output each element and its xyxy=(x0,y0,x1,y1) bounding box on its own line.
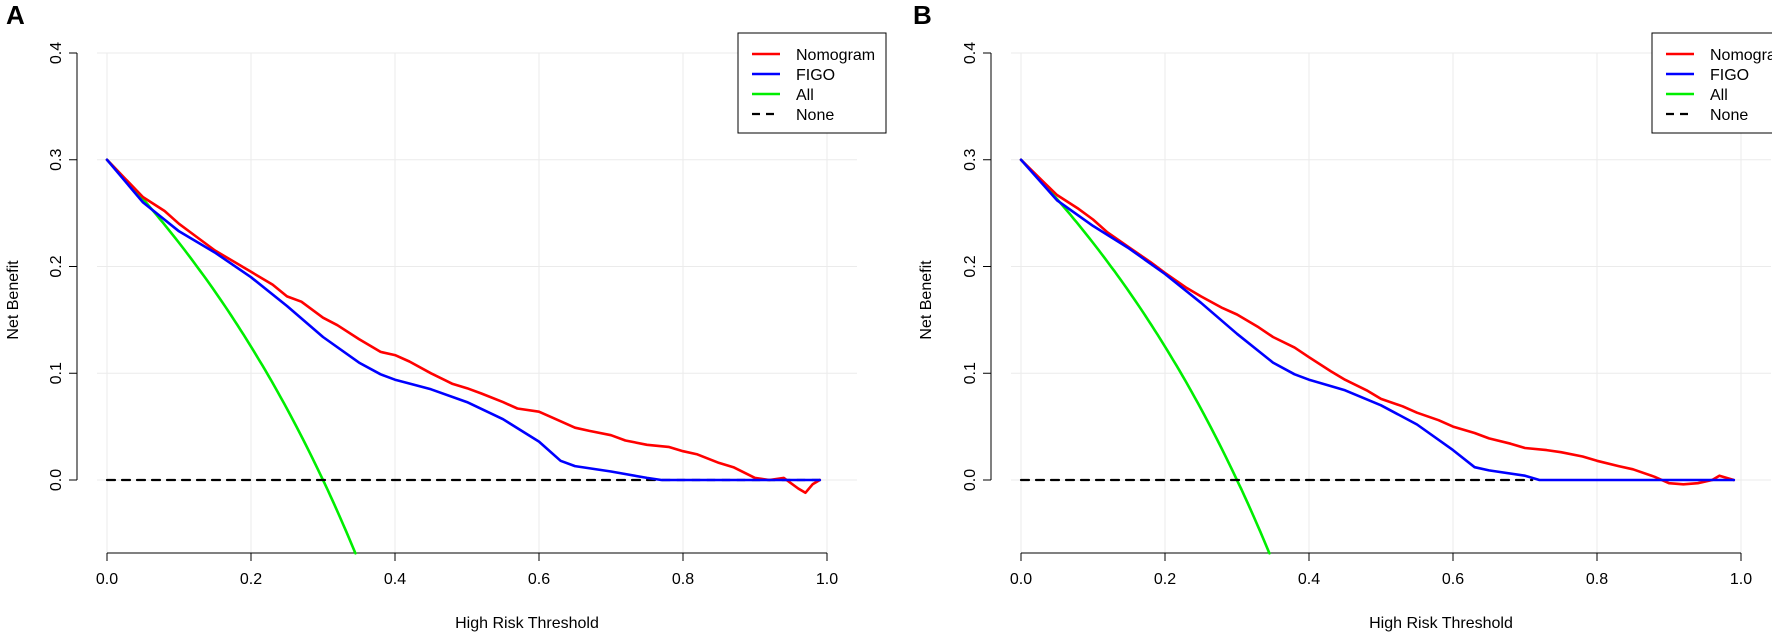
legend-label-all: All xyxy=(1710,87,1728,104)
legend-label-figo: FIGO xyxy=(1710,67,1749,84)
x-tick-label: 1.0 xyxy=(816,571,838,588)
legend: Nomogram FIGO All None xyxy=(737,32,887,134)
y-tick-label: 0.4 xyxy=(48,42,65,64)
series-line-figo xyxy=(105,158,822,482)
series-line-nomogram xyxy=(1019,158,1736,486)
gridlines xyxy=(1011,52,1771,555)
series-line-figo xyxy=(1019,158,1736,482)
legend-box xyxy=(737,32,887,134)
x-tick-label: 0.2 xyxy=(240,571,262,588)
x-tick-label: 0.0 xyxy=(96,571,118,588)
y-tick-label: 0.0 xyxy=(48,469,65,491)
panel-label: B xyxy=(913,0,932,30)
legend: Nomogram FIGO All None xyxy=(1651,32,1772,134)
x-axis-title: High Risk Threshold xyxy=(455,615,599,632)
series-line-nomogram xyxy=(105,158,822,495)
y-tick-label: 0.3 xyxy=(48,149,65,171)
legend-label-none: None xyxy=(1710,107,1748,124)
y-axis-title: Net Benefit xyxy=(5,260,22,340)
gridlines xyxy=(97,52,857,555)
y-tick-label: 0.3 xyxy=(962,149,979,171)
panel-label: A xyxy=(6,0,25,30)
legend-label-nomogram: Nomogram xyxy=(796,47,875,64)
x-tick-label: 1.0 xyxy=(1730,571,1752,588)
y-tick-label: 0.2 xyxy=(962,255,979,277)
x-tick-label: 0.2 xyxy=(1154,571,1176,588)
y-tick-label: 0.1 xyxy=(48,362,65,384)
legend-label-figo: FIGO xyxy=(796,67,835,84)
series-group xyxy=(105,158,822,555)
legend-label-none: None xyxy=(796,107,834,124)
legend-label-nomogram: Nomogram xyxy=(1710,47,1772,64)
x-tick-label: 0.4 xyxy=(384,571,406,588)
chart-panel-b: B 0.0 0.1 0.2 0.3 0.4 0.0 0.2 0.4 0.6 0.8 1.0 High R… xyxy=(913,0,1772,632)
y-axis-title: Net Benefit xyxy=(918,260,935,340)
x-tick-label: 0.0 xyxy=(1010,571,1032,588)
x-axis-title: High Risk Threshold xyxy=(1369,615,1513,632)
x-tick-label: 0.6 xyxy=(528,571,550,588)
x-tick-label: 0.4 xyxy=(1298,571,1320,588)
y-tick-label: 0.4 xyxy=(962,42,979,64)
series-line-all xyxy=(1019,158,1271,555)
x-tick-label: 0.8 xyxy=(672,571,694,588)
y-tick-label: 0.0 xyxy=(962,469,979,491)
x-tick-label: 0.6 xyxy=(1442,571,1464,588)
legend-box xyxy=(1651,32,1772,134)
y-tick-label: 0.1 xyxy=(962,362,979,384)
y-tick-label: 0.2 xyxy=(48,255,65,277)
chart-panel-a: A 0.0 0.1 0.2 0.3 0.4 0.0 0.2 0.4 0.6 0.8 1.0 High R… xyxy=(5,0,887,632)
legend-label-all: All xyxy=(796,87,814,104)
series-line-all xyxy=(105,158,357,555)
series-group xyxy=(1019,158,1736,555)
x-tick-label: 0.8 xyxy=(1586,571,1608,588)
